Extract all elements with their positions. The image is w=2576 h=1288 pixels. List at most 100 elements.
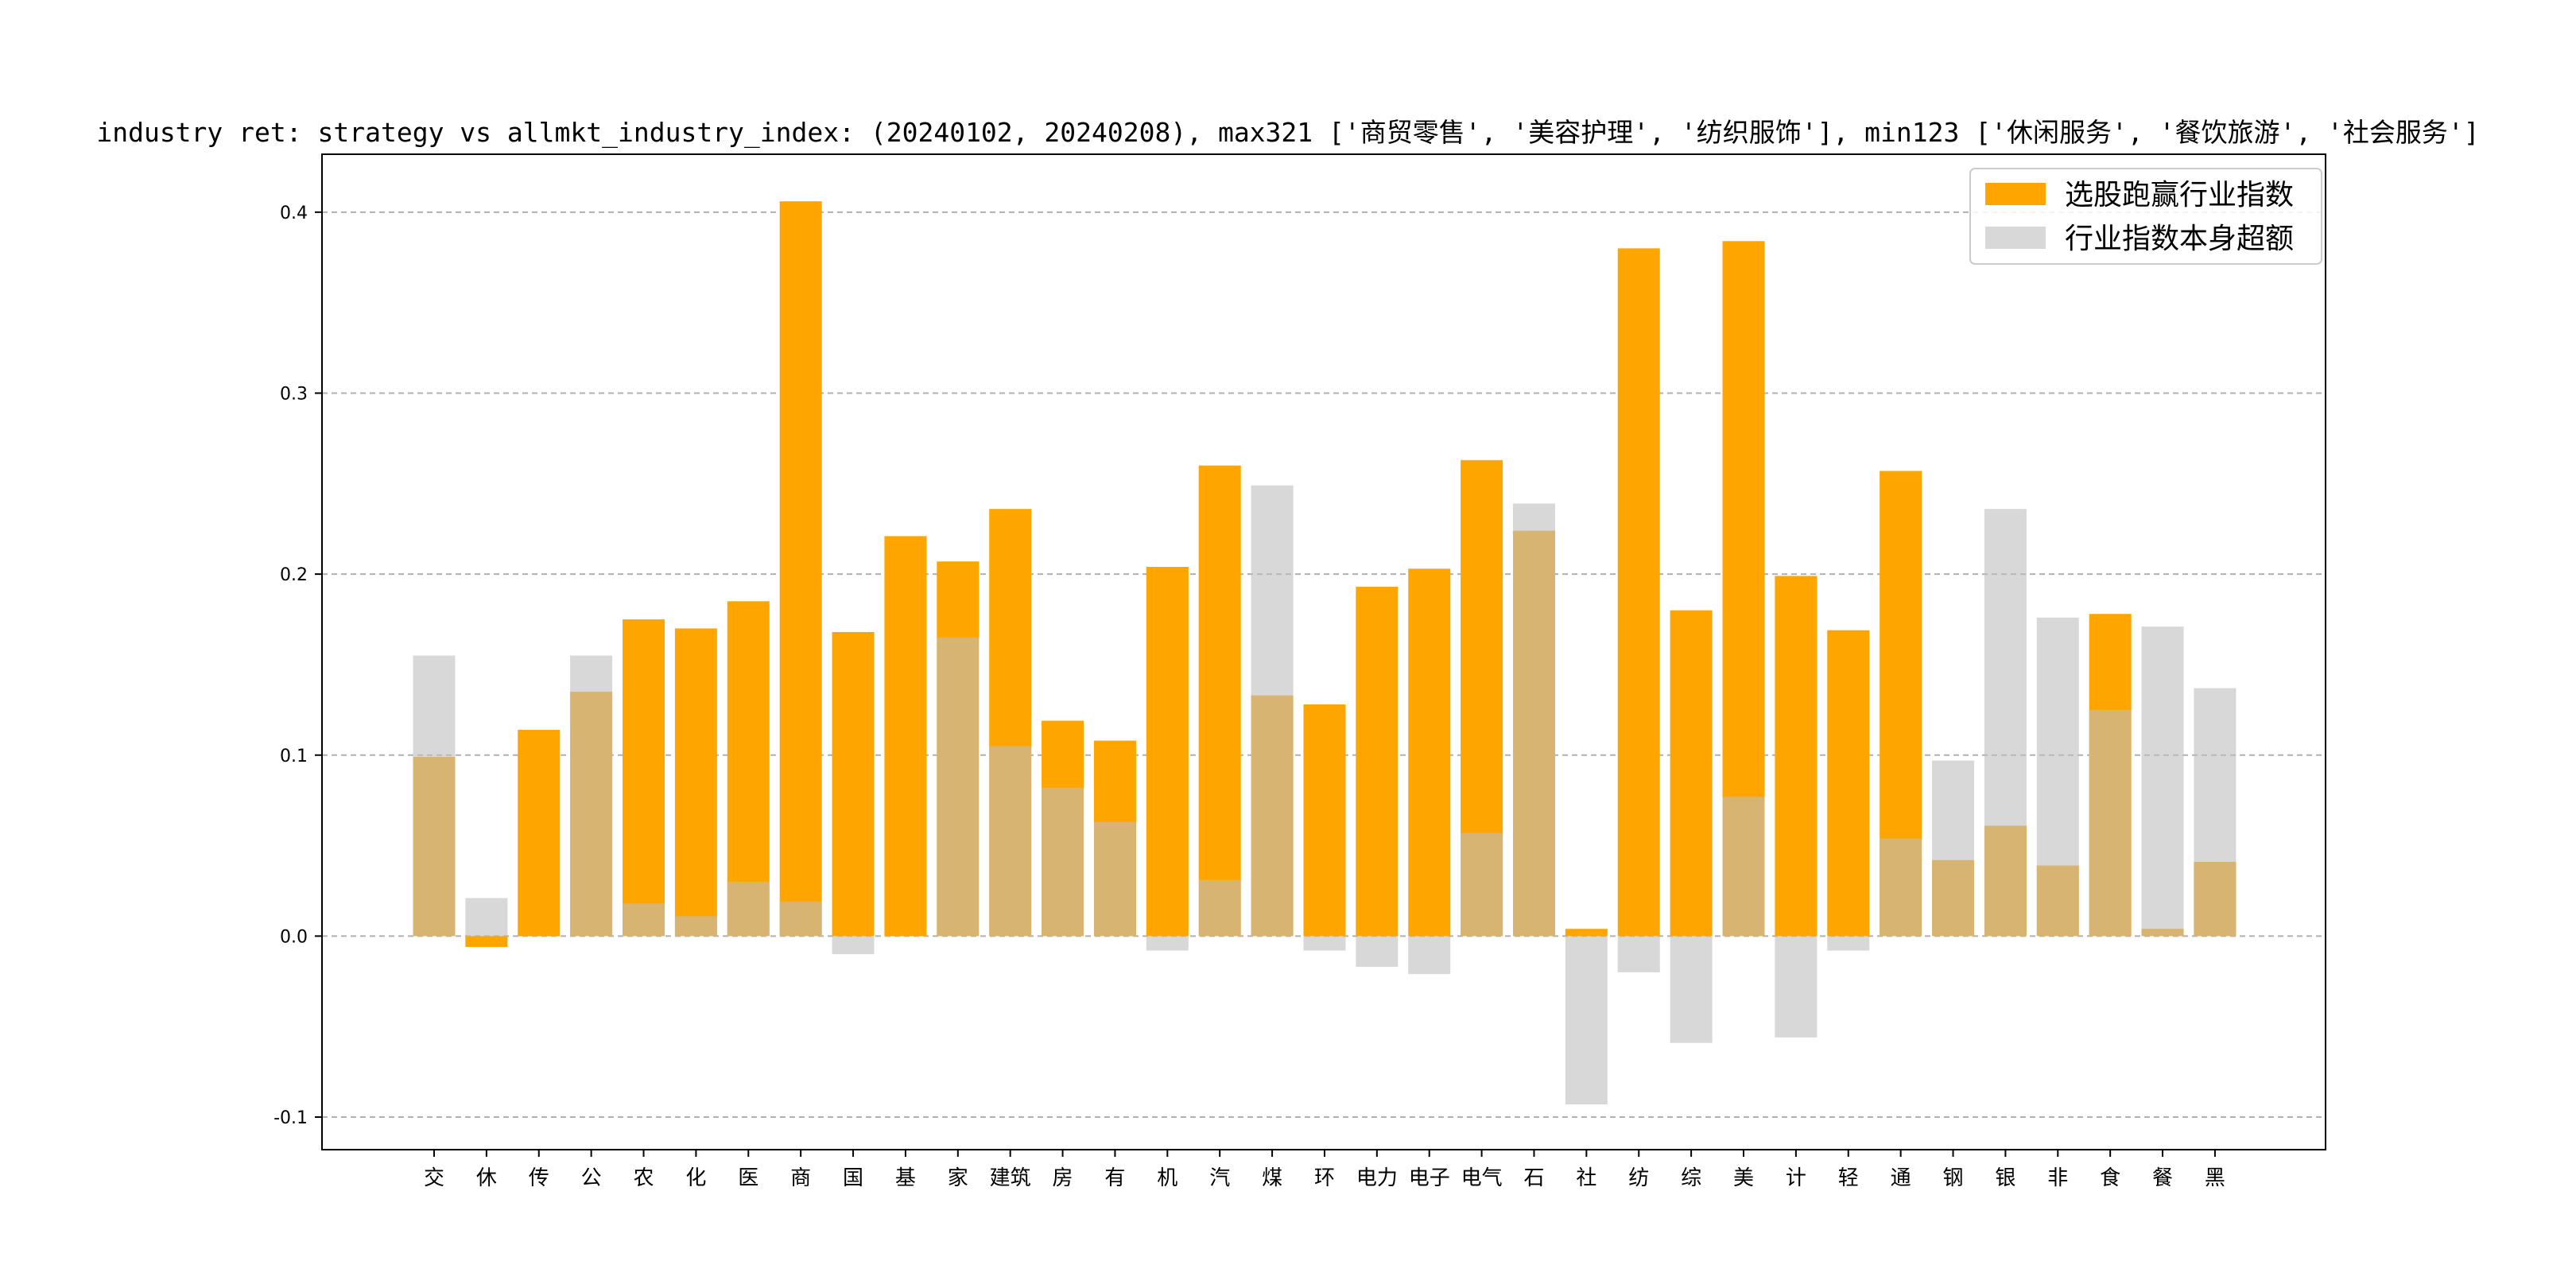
x-tick-label: 机 [1157, 1166, 1177, 1190]
x-tick-label: 钢 [1943, 1166, 1964, 1190]
bar-index-excess [1775, 936, 1818, 1038]
legend-box [1969, 168, 2322, 265]
bar-strategy [1670, 610, 1713, 937]
bar-index-excess [1932, 760, 1975, 937]
bar-strategy [674, 628, 717, 937]
bar-index-excess [1461, 832, 1503, 937]
bar-index-excess [2194, 688, 2237, 937]
x-tick-label: 有 [1104, 1166, 1125, 1190]
bar-strategy [1198, 465, 1241, 937]
x-tick-label: 家 [948, 1166, 968, 1190]
x-tick-label: 国 [843, 1166, 863, 1190]
x-tick-label: 煤 [1262, 1166, 1282, 1190]
bar-strategy [1775, 576, 1818, 937]
bars [413, 201, 2237, 1105]
x-tick-label: 社 [1576, 1166, 1596, 1190]
bar-index-excess [413, 655, 456, 937]
x-tick-label: 电子 [1409, 1166, 1450, 1190]
bar-index-excess [937, 637, 980, 937]
y-tick-label: 0.2 [280, 565, 308, 585]
x-tick-label: 轻 [1838, 1166, 1859, 1190]
bar-index-excess [1042, 787, 1084, 937]
bar-strategy [1356, 587, 1399, 937]
bar-index-excess [674, 916, 717, 937]
bar-strategy [832, 631, 875, 937]
x-tick-label: 银 [1995, 1166, 2015, 1190]
x-tick-label: 房 [1053, 1166, 1073, 1190]
x-tick-label: 休 [476, 1166, 497, 1190]
bar-index-excess [623, 903, 665, 937]
bar-index-excess [1303, 936, 1346, 951]
bar-strategy [465, 936, 508, 948]
bar-index-excess [779, 902, 822, 937]
bar-index-excess [1617, 936, 1660, 972]
bar-index-excess [1356, 936, 1399, 968]
bar-index-excess [1984, 509, 2027, 937]
x-tick-label: 食 [2100, 1166, 2120, 1190]
x-tick-label: 环 [1314, 1166, 1335, 1190]
legend-swatch-index [1985, 227, 2046, 249]
x-tick-label: 传 [529, 1166, 549, 1190]
bar-strategy [1617, 248, 1660, 937]
bar-index-excess [1512, 503, 1555, 937]
bar-index-excess [1827, 936, 1870, 951]
x-tick-label: 美 [1733, 1166, 1754, 1190]
bar-index-excess [1565, 936, 1608, 1105]
bar-index-excess [465, 898, 508, 937]
x-tick-label: 商 [790, 1166, 811, 1190]
x-tick-label: 通 [1891, 1166, 1911, 1190]
bar-index-excess [727, 882, 770, 937]
bar-index-excess [832, 936, 875, 955]
y-tick-label: -0.1 [274, 1108, 308, 1128]
y-tick-label: 0.1 [280, 747, 308, 766]
bar-index-excess [1722, 797, 1765, 937]
bar-index-excess [1880, 838, 1922, 937]
chart-title: industry ret: strategy vs allmkt_industr… [96, 117, 2479, 149]
bar-index-excess [2141, 627, 2184, 937]
y-axis: -0.1 0.0 0.1 0.2 0.3 0.4 [274, 204, 322, 1128]
x-tick-label: 石 [1523, 1166, 1544, 1190]
y-tick-label: 0.4 [280, 204, 308, 223]
bar-index-excess [518, 936, 561, 937]
x-tick-label: 计 [1786, 1166, 1806, 1190]
x-tick-label: 餐 [2152, 1166, 2173, 1190]
legend-label-index: 行业指数本身超额 [2065, 223, 2294, 255]
x-tick-label: 纺 [1628, 1166, 1649, 1190]
legend-swatch-strategy [1985, 183, 2046, 205]
x-tick-label: 电气 [1461, 1166, 1503, 1190]
x-tick-label: 农 [634, 1166, 654, 1190]
x-tick-label: 汽 [1209, 1166, 1230, 1190]
bar-strategy [1303, 704, 1346, 937]
bar-strategy [727, 601, 770, 937]
x-tick-label: 黑 [2205, 1166, 2225, 1190]
bar-index-excess [1198, 879, 1241, 937]
legend-label-strategy: 选股跑赢行业指数 [2065, 179, 2294, 211]
x-tick-label: 化 [685, 1166, 706, 1190]
bar-index-excess [1408, 936, 1451, 975]
bar-index-excess [1093, 821, 1136, 937]
bar-strategy [1408, 568, 1451, 937]
x-tick-label: 综 [1681, 1166, 1701, 1190]
bar-strategy [1146, 567, 1189, 937]
bar-strategy [884, 536, 927, 937]
bar-index-excess [2089, 709, 2132, 937]
bar-strategy [518, 729, 561, 937]
bar-index-excess [884, 936, 927, 937]
bar-index-excess [1146, 936, 1189, 951]
x-tick-label: 医 [738, 1166, 758, 1190]
bar-index-excess [989, 746, 1032, 937]
bar-index-excess [1670, 936, 1713, 1043]
x-tick-label: 公 [581, 1166, 602, 1190]
bar-index-excess [570, 655, 613, 937]
x-tick-label: 交 [424, 1166, 444, 1190]
x-tick-label: 建筑 [990, 1166, 1031, 1190]
bar-strategy [1565, 929, 1608, 937]
x-tick-label: 基 [895, 1166, 916, 1190]
x-tick-label: 非 [2047, 1166, 2068, 1190]
bar-strategy [1827, 630, 1870, 937]
bar-index-excess [1251, 485, 1294, 937]
x-tick-label: 电力 [1356, 1166, 1398, 1190]
legend: 选股跑赢行业指数 行业指数本身超额 [1969, 168, 2322, 265]
y-tick-label: 0.0 [280, 927, 308, 947]
bar-strategy [779, 201, 822, 937]
